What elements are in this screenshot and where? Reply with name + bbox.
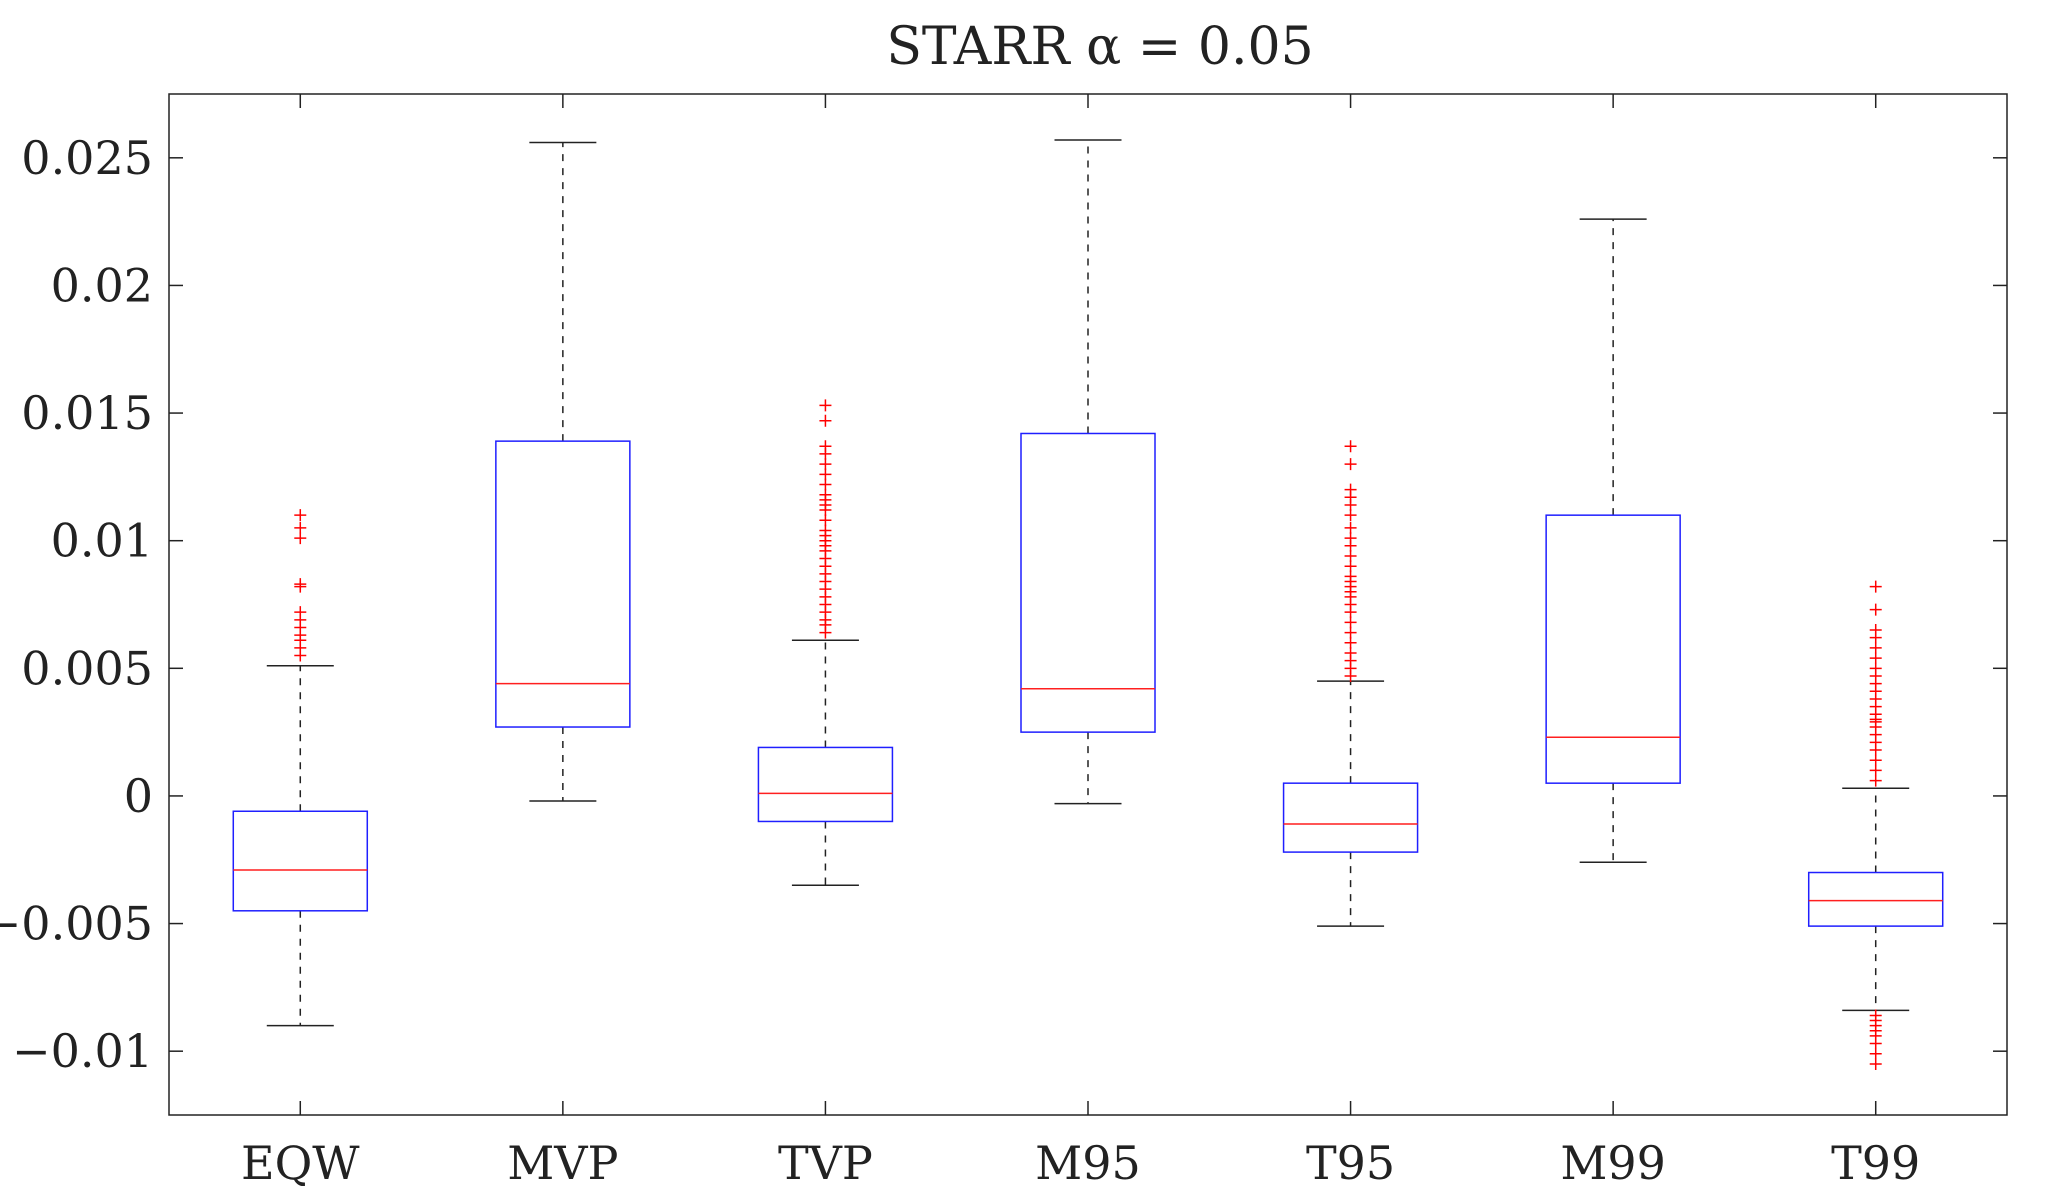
box-mvp xyxy=(495,141,631,802)
y-tick-label: −0.01 xyxy=(12,1024,153,1078)
outlier-point xyxy=(1869,624,1882,637)
outlier-point xyxy=(1344,532,1357,545)
outlier-point xyxy=(1869,1037,1882,1050)
outlier-point xyxy=(819,468,832,481)
box-eqw xyxy=(232,509,369,1027)
outlier-point xyxy=(1344,636,1357,649)
y-tick-label: 0.025 xyxy=(21,131,153,185)
y-axis: −0.01 −0.005 0 0.005 0.01 0.015 0.02 0.025 xyxy=(0,131,2007,1078)
y-tick-label: 0.01 xyxy=(51,514,153,568)
x-tick-label: M99 xyxy=(1560,1136,1666,1186)
outlier-point xyxy=(1344,440,1357,453)
outlier-point xyxy=(1869,764,1882,777)
x-tick-label: T95 xyxy=(1306,1136,1395,1186)
y-tick-label: 0.005 xyxy=(21,641,153,695)
outlier-point xyxy=(1344,521,1357,534)
outlier-point xyxy=(819,478,832,491)
x-tick-label: M95 xyxy=(1035,1136,1141,1186)
outlier-point xyxy=(1869,580,1882,593)
outlier-point xyxy=(1869,1057,1882,1070)
x-tick-label: TVP xyxy=(778,1136,873,1186)
outlier-point xyxy=(294,509,307,522)
y-tick-label: 0.02 xyxy=(51,258,153,312)
outlier-point xyxy=(294,532,307,545)
x-tick-label: MVP xyxy=(507,1136,618,1186)
outlier-point xyxy=(1869,603,1882,616)
outlier-point xyxy=(819,399,832,412)
outlier-point xyxy=(819,458,832,471)
iqr-box xyxy=(1807,871,1944,927)
outlier-point xyxy=(1344,509,1357,522)
outlier-point xyxy=(819,414,832,427)
outlier-point xyxy=(1869,652,1882,665)
outlier-point xyxy=(819,440,832,453)
y-tick-label: 0.015 xyxy=(21,386,153,440)
iqr-box xyxy=(1020,432,1156,733)
outlier-point xyxy=(1344,483,1357,496)
iqr-box xyxy=(495,440,631,728)
outlier-point xyxy=(1869,754,1882,767)
box-group xyxy=(232,139,1944,1070)
outlier-point xyxy=(294,606,307,619)
outlier-point xyxy=(1344,560,1357,573)
outlier-point xyxy=(819,514,832,527)
outlier-point xyxy=(1344,458,1357,471)
box-t95 xyxy=(1282,440,1419,927)
outlier-point xyxy=(1869,1047,1882,1060)
x-tick-label: EQW xyxy=(241,1136,360,1186)
box-tvp xyxy=(757,399,894,887)
outlier-point xyxy=(294,578,307,591)
x-tick-label: T99 xyxy=(1831,1136,1920,1186)
outlier-point xyxy=(1344,616,1357,629)
outlier-point xyxy=(1869,641,1882,654)
outlier-point xyxy=(819,524,832,537)
box-t99 xyxy=(1807,580,1944,1070)
iqr-box xyxy=(757,746,894,823)
x-axis: EQW MVP TVP M95 T95 M99 T99 xyxy=(241,94,1920,1186)
outlier-point xyxy=(819,488,832,501)
outlier-point xyxy=(1344,646,1357,659)
y-tick-label: −0.005 xyxy=(0,897,153,951)
iqr-box xyxy=(232,810,369,912)
outlier-point xyxy=(1869,662,1882,675)
outlier-point xyxy=(1344,626,1357,639)
box-m99 xyxy=(1545,218,1681,864)
outlier-point xyxy=(1344,550,1357,563)
chart-title: STARR α = 0.05 xyxy=(886,17,1313,77)
iqr-box xyxy=(1545,514,1681,784)
y-tick-label: 0 xyxy=(124,769,153,823)
iqr-box xyxy=(1282,782,1419,853)
outlier-point xyxy=(294,521,307,534)
outlier-point xyxy=(1344,570,1357,583)
outlier-point xyxy=(1869,774,1882,787)
box-m95 xyxy=(1020,139,1156,805)
